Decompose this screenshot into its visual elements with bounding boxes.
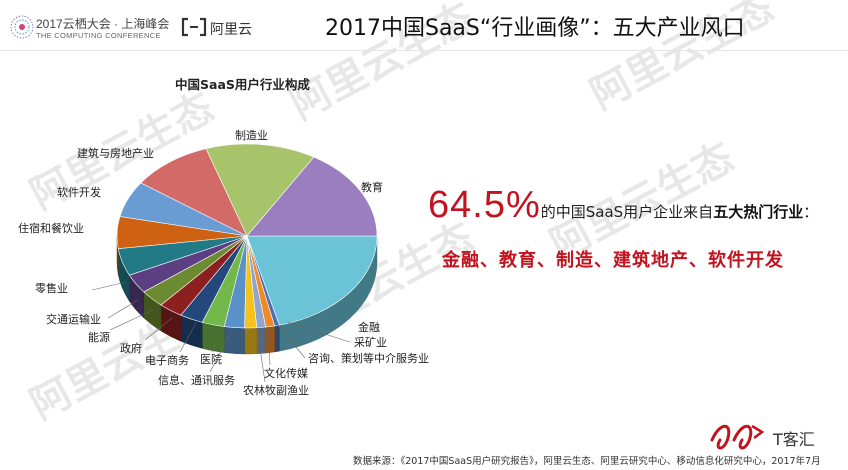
pie-leader-line (144, 317, 173, 341)
pie-leader-line (267, 326, 271, 366)
conference-name: 2017云栖大会 · 上海峰会 (36, 17, 170, 31)
highlight-percent: 64.5% (428, 184, 541, 226)
pie-slice-label: 教育 (361, 180, 383, 194)
pie-slice-label: 政府 (120, 341, 142, 355)
pie-leader-line (179, 322, 197, 353)
pie-slice-side (265, 325, 275, 354)
pie-slice-side (223, 326, 245, 355)
pie-slice-label: 交通运输业 (46, 312, 101, 326)
pie-slice-label: 农林牧副渔业 (243, 383, 309, 397)
pie-slice-label: 金融 (358, 320, 380, 334)
pie-slice-label: 能源 (88, 330, 110, 344)
pie-slice (246, 235, 378, 326)
brand-name: T客汇 (773, 430, 815, 449)
chart-title: 中国SaaS用户行业构成 (175, 77, 310, 92)
pie-slice-label: 电子商务 (145, 353, 189, 367)
title-divider (0, 50, 848, 51)
pie-slice (140, 148, 248, 237)
pie-leader-line (107, 299, 139, 319)
conference-logo-icon (10, 15, 34, 39)
pie-chart (116, 143, 378, 355)
pie-leader-line (109, 309, 154, 331)
pie-leader-line (211, 327, 221, 353)
aliyun-logo-icon (181, 17, 207, 37)
pie-slice-label: 信息、通讯服务 (158, 373, 235, 387)
highlight-statement: 64.5%的中国SaaS用户企业来自五大热门行业： (428, 184, 818, 227)
aliyun-logo-text: 阿里云 (210, 21, 252, 37)
pie-leader-line (209, 329, 233, 373)
pie-leader-line (256, 327, 266, 383)
highlight-text-after: ： (803, 203, 819, 221)
tkehui-logo-icon (710, 424, 765, 450)
pie-slice-side (274, 324, 280, 353)
pie-slice-label: 住宿和餐饮业 (18, 221, 84, 235)
pie-slice (205, 143, 315, 237)
pie-leader-line (91, 281, 127, 291)
data-source: 数据来源：《2017中国SaaS用户研究报告》，阿里云生态、阿里云研究中心、移动… (353, 456, 821, 467)
highlight-text-before: 的中国SaaS用户企业来自 (540, 203, 714, 221)
pie-slice (246, 156, 378, 237)
pie-slice-label: 医院 (200, 352, 222, 366)
pie-slice-label: 文化传媒 (264, 366, 308, 380)
pie-slice-label: 软件开发 (57, 185, 101, 199)
top-industries: 金融、教育、制造、建筑地产、软件开发 (442, 250, 784, 271)
pie-slice-label: 采矿业 (354, 336, 387, 349)
pie-slice-label: 咨询、策划等中介服务业 (308, 351, 429, 365)
pie-slice-label: 制造业 (235, 128, 268, 142)
pie-slice-label: 建筑与房地产业 (77, 146, 154, 160)
pie-slice-side (244, 327, 258, 355)
pie-slice-side (256, 326, 266, 355)
highlight-bold-text: 五大热门行业 (713, 203, 804, 221)
pie-leader-line (286, 321, 351, 343)
pie-slice-label: 零售业 (35, 281, 68, 295)
conference-subtitle: THE COMPUTING CONFERENCE (36, 31, 161, 40)
pie-leader-line (277, 324, 306, 359)
page-title: 2017中国SaaS“行业画像”：五大产业风口 (325, 16, 745, 41)
